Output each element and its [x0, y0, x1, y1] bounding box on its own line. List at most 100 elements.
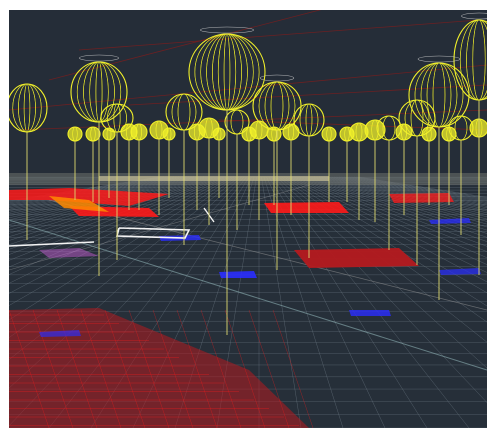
grid-line [268, 176, 428, 428]
grid-line [9, 176, 235, 321]
tree-halo [259, 74, 295, 82]
scene-canvas[interactable] [9, 10, 487, 428]
red-zone [389, 193, 454, 203]
tree-wire [382, 115, 396, 141]
red-zone-large [9, 308, 309, 428]
tree-wire [472, 19, 486, 101]
blue-zone [349, 310, 391, 316]
grid-line [273, 176, 487, 403]
grid-line [281, 176, 487, 323]
red-grid-line [200, 309, 242, 428]
tree-fill [442, 127, 456, 141]
tree-wire [426, 62, 452, 128]
red-zone [294, 248, 419, 268]
white-outline-zone [9, 241, 95, 247]
tree-wire [459, 19, 487, 101]
grid-line [9, 176, 220, 261]
tree-fill [283, 124, 299, 140]
tree-wire [270, 81, 284, 131]
tree-fill [150, 121, 168, 139]
tree-canopy [100, 103, 134, 133]
grid-line [9, 176, 230, 294]
tree [293, 103, 325, 258]
grid-line [9, 176, 232, 306]
red-grid-line [9, 309, 50, 428]
tree [376, 115, 402, 250]
tree-canopy [398, 99, 436, 137]
tree-halo [200, 26, 254, 34]
tree-wire [12, 83, 42, 133]
grid-line [9, 176, 217, 255]
tree-fill [250, 121, 268, 139]
tree [321, 126, 337, 202]
grid-line [301, 176, 487, 247]
grid-line [296, 176, 487, 258]
tree-wire [194, 33, 260, 111]
sky-line [9, 64, 487, 111]
grid-line [308, 176, 487, 234]
grid-line [278, 176, 487, 343]
purple-zone [39, 248, 99, 258]
tree-canopy [293, 103, 325, 137]
grid-line [9, 176, 197, 225]
grid-line [283, 176, 487, 307]
tree-wire [217, 33, 237, 111]
sky-line [48, 10, 322, 81]
tree-wire [107, 103, 127, 133]
3d-scene-viewport[interactable] [9, 10, 487, 428]
red-grid-line [104, 309, 146, 428]
red-grid-line [272, 309, 314, 428]
grid-line [9, 176, 207, 237]
grid-line [298, 176, 487, 252]
tree-wire [454, 115, 468, 141]
tree-wire [404, 99, 430, 137]
grid-line [318, 176, 487, 222]
tree [188, 26, 266, 335]
grid-line [311, 176, 487, 231]
tree-wire [432, 62, 446, 128]
sky-line [18, 109, 487, 131]
red-grid-line [152, 309, 194, 428]
tree-wire [414, 62, 464, 128]
blue-zone [219, 271, 257, 278]
tree-wire [171, 93, 197, 131]
zone-overlays [9, 188, 481, 428]
tree [349, 122, 369, 220]
tree [165, 93, 203, 245]
horizon-band [99, 176, 329, 181]
tree-wire [459, 19, 487, 101]
orange-zone [49, 196, 109, 212]
blue-zone [39, 330, 81, 337]
grid-line [261, 176, 302, 428]
tree-wire [264, 81, 290, 131]
grid-line [271, 176, 470, 428]
grid-line [9, 176, 212, 245]
tree-fill [350, 123, 368, 141]
tree [9, 83, 48, 240]
tree-wire [83, 61, 115, 123]
grid-line [9, 176, 200, 228]
tree-fill [121, 124, 137, 140]
tree [70, 54, 128, 276]
tree [441, 126, 457, 205]
tree [67, 126, 83, 200]
tree-canopy [224, 109, 250, 135]
tree-canopy [165, 93, 203, 131]
grid-line [9, 176, 192, 221]
tree-wire [76, 61, 122, 123]
tree-fill [365, 120, 385, 140]
grid-line [276, 176, 487, 369]
guide-line [9, 219, 487, 371]
tree-fill [68, 127, 82, 141]
guide-line [48, 199, 487, 311]
tree-wire [305, 103, 313, 137]
grid-line [306, 176, 487, 238]
red-grid-line [128, 309, 170, 428]
red-grid-line [224, 309, 266, 428]
grid-line [266, 176, 386, 428]
tree-canopy [408, 62, 470, 128]
grid-line [9, 176, 237, 338]
tree-wire [466, 19, 487, 101]
tree-halo [417, 55, 461, 63]
